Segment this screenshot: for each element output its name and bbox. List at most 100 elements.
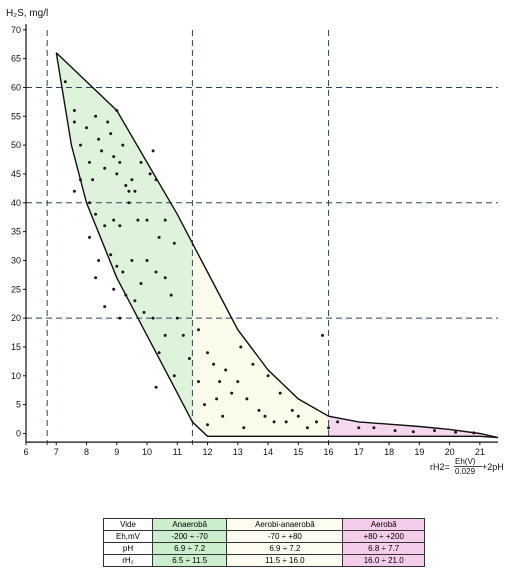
data-point xyxy=(79,178,82,182)
data-point xyxy=(206,351,209,355)
data-point xyxy=(112,287,116,291)
envelope-lower-curve xyxy=(55,52,499,439)
data-point xyxy=(115,109,119,112)
data-point xyxy=(284,420,288,424)
data-point xyxy=(139,160,143,164)
data-point xyxy=(242,426,246,430)
data-point xyxy=(393,429,397,433)
data-point xyxy=(206,423,209,427)
data-point xyxy=(133,189,137,193)
data-point xyxy=(118,316,122,320)
data-point xyxy=(130,178,134,182)
data-point xyxy=(257,408,261,412)
data-point xyxy=(127,201,131,205)
x-tick-label: 20 xyxy=(445,447,455,457)
y-tick-label: 65 xyxy=(11,54,21,64)
data-point xyxy=(85,126,88,130)
h2s-rh2-chart: 0 5 10 15 20 25 30 35 40 45 50 55 60 65 70 6 7 8 9 10 11 12 13… xyxy=(6,8,504,476)
x-axis-label-numerator: Eh(V) xyxy=(455,457,476,466)
grid-lines xyxy=(26,30,498,445)
data-point xyxy=(305,426,309,430)
table-cell: +80 ÷ +200 xyxy=(342,530,425,543)
data-point xyxy=(91,178,95,182)
data-point xyxy=(203,403,206,407)
data-point xyxy=(106,120,110,124)
data-point xyxy=(151,316,155,320)
data-point xyxy=(197,328,200,332)
data-point xyxy=(72,189,76,193)
x-tick-label: 19 xyxy=(414,447,424,457)
row-label: pH xyxy=(103,542,153,555)
table-header-aerobic: Aerobă xyxy=(342,518,425,531)
y-tick-label: 20 xyxy=(11,313,21,323)
table-header-vide: Vide xyxy=(103,518,153,531)
zone-fill xyxy=(192,243,329,437)
data-point xyxy=(272,420,276,424)
data-point xyxy=(112,155,116,159)
data-point xyxy=(163,276,167,280)
data-point xyxy=(94,114,98,118)
data-point xyxy=(151,149,155,153)
table-header-anaerobic: Anaerobă xyxy=(151,518,228,531)
data-point xyxy=(157,235,161,239)
data-point xyxy=(139,282,143,285)
data-point xyxy=(372,426,376,430)
data-point xyxy=(411,430,415,434)
data-point xyxy=(97,137,101,141)
data-point xyxy=(124,293,128,297)
x-tick-label: 16 xyxy=(324,447,334,457)
data-point xyxy=(72,109,76,112)
data-point xyxy=(251,362,255,366)
x-tick-label: 17 xyxy=(354,447,364,457)
data-point xyxy=(133,299,137,303)
row-label: rH₂ xyxy=(103,554,153,567)
data-point xyxy=(130,259,134,262)
data-point xyxy=(118,160,122,164)
y-tick-label: 0 xyxy=(16,428,21,438)
data-point xyxy=(181,333,185,337)
data-point xyxy=(327,426,331,430)
data-point xyxy=(124,184,128,187)
data-point xyxy=(163,218,167,222)
data-point xyxy=(278,391,282,395)
data-point xyxy=(145,218,149,222)
x-tick-label: 18 xyxy=(384,447,394,457)
data-point xyxy=(197,380,200,384)
data-point xyxy=(154,270,158,274)
data-point xyxy=(94,276,98,280)
x-tick-label: 10 xyxy=(142,447,152,457)
data-point xyxy=(142,310,146,314)
table-cell: 6.8 ÷ 7.7 xyxy=(342,542,425,555)
data-point xyxy=(172,241,176,245)
data-point xyxy=(230,391,234,395)
x-tick-label: 7 xyxy=(54,447,59,457)
y-tick-label: 40 xyxy=(11,198,21,208)
table-row: pH 6.9 ÷ 7.2 6.9 ÷ 7.2 6.8 ÷ 7.7 xyxy=(103,542,425,555)
table-cell: -200 ÷ -70 xyxy=(151,530,228,543)
data-point xyxy=(169,293,173,297)
x-tick-label: 14 xyxy=(263,447,273,457)
x-tick-label: 11 xyxy=(173,447,182,457)
y-tick-label: 60 xyxy=(11,82,21,92)
data-point xyxy=(215,397,219,401)
data-point xyxy=(263,414,267,418)
data-point xyxy=(472,431,476,435)
data-point xyxy=(433,429,436,433)
data-point xyxy=(63,80,67,84)
data-point xyxy=(72,120,76,124)
data-point xyxy=(290,408,294,412)
data-point xyxy=(103,305,107,309)
x-tick-label: 13 xyxy=(233,447,243,457)
data-point xyxy=(127,189,131,193)
table-cell: 6.9 ÷ 7.2 xyxy=(151,542,228,555)
y-tick-label: 25 xyxy=(11,284,21,294)
zone-fill xyxy=(328,416,498,438)
y-tick-label: 5 xyxy=(16,400,21,410)
data-point xyxy=(154,178,158,182)
y-tick-label: 50 xyxy=(11,140,21,150)
data-point xyxy=(115,172,119,176)
data-point xyxy=(100,149,104,153)
tick-labels: 0 5 10 15 20 25 30 35 40 45 50 55 60 65 70 6 7 8 9 10 11 12 13… xyxy=(11,25,485,457)
table-cell: 16.0 ÷ 21.0 xyxy=(342,554,425,567)
x-tick-label: 15 xyxy=(293,447,303,457)
